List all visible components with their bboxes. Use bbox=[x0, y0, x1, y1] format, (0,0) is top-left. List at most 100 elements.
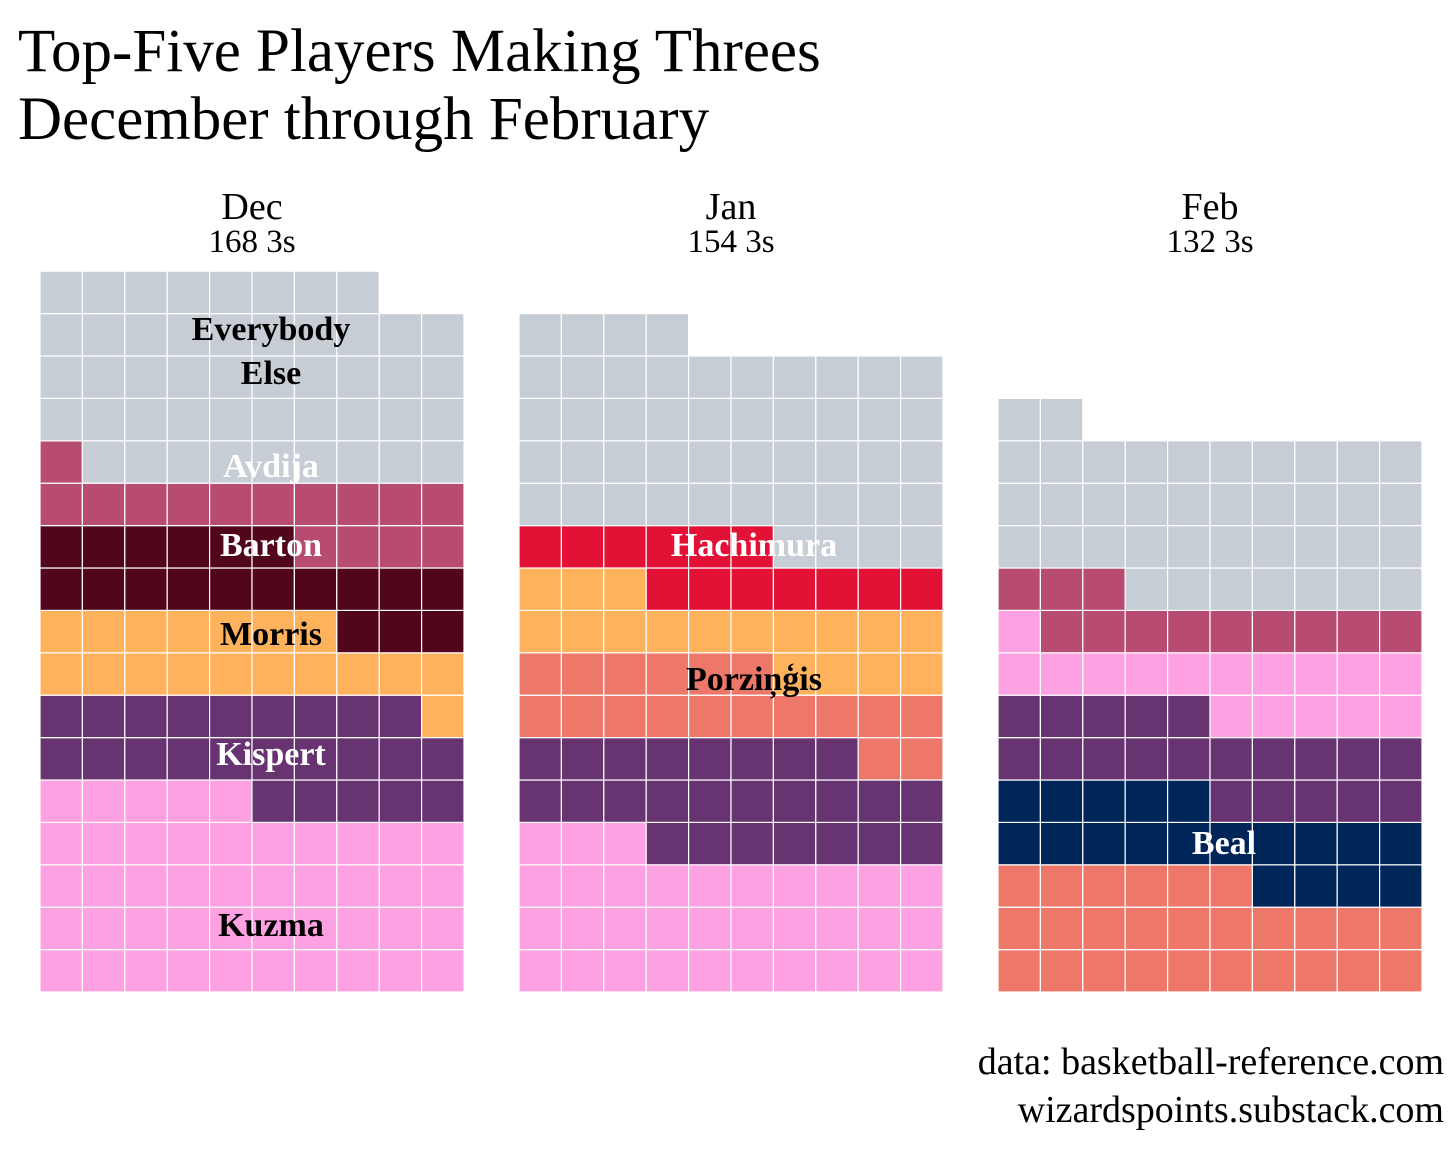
data-source-credit: data: basketball-reference.com bbox=[977, 1041, 1444, 1083]
waffle-cell-avdija bbox=[1209, 609, 1254, 654]
waffle-cell-morris bbox=[560, 567, 605, 612]
waffle-cell-everybody-else bbox=[899, 440, 944, 484]
waffle-cell-everybody-else bbox=[81, 270, 126, 315]
waffle-cell-everybody-else bbox=[124, 270, 168, 315]
waffle-cell-kuzma bbox=[124, 864, 168, 908]
waffle-cell-everybody-else bbox=[209, 440, 253, 484]
waffle-cell-morris bbox=[421, 652, 465, 696]
waffle-cell-everybody-else bbox=[124, 440, 168, 484]
waffle-cell-morris bbox=[857, 652, 902, 696]
waffle-cell-everybody-else bbox=[209, 270, 253, 315]
waffle-cell-barton bbox=[39, 524, 84, 569]
waffle-cell-porzingis bbox=[603, 652, 647, 696]
waffle-cell-everybody-else bbox=[857, 482, 902, 527]
segment-label-barton: Barton bbox=[220, 527, 322, 564]
waffle-cell-porzingis bbox=[772, 694, 817, 739]
waffle-cell-morris bbox=[645, 609, 690, 654]
waffle-cell-kuzma bbox=[518, 864, 563, 908]
waffle-cell-everybody-else bbox=[166, 397, 211, 442]
waffle-cell-everybody-else bbox=[815, 397, 859, 442]
month-label-feb: Feb bbox=[1181, 186, 1239, 228]
waffle-cell-kuzma bbox=[124, 779, 168, 824]
segment-label-everybody-else: Everybody Else bbox=[192, 311, 351, 392]
waffle-cell-barton bbox=[336, 609, 380, 654]
waffle-cell-kispert bbox=[166, 694, 211, 739]
waffle-cell-kuzma bbox=[336, 821, 380, 866]
waffle-cell-morris bbox=[687, 609, 732, 654]
waffle-cell-everybody-else bbox=[603, 440, 647, 484]
waffle-cell-kispert bbox=[687, 821, 732, 866]
total-label-dec: 168 3s bbox=[208, 224, 296, 260]
waffle-cell-kuzma bbox=[378, 906, 423, 951]
panel-header-jan: Jan 154 3s bbox=[519, 188, 943, 259]
waffle-cell-barton bbox=[421, 567, 465, 612]
waffle-cell-kispert bbox=[378, 779, 423, 824]
waffle-cell-morris bbox=[603, 567, 647, 612]
waffle-cell-avdija bbox=[124, 482, 168, 527]
waffle-cell-porzingis bbox=[1124, 948, 1169, 993]
waffle-cell-everybody-else bbox=[730, 482, 775, 527]
waffle-cell-everybody-else bbox=[518, 482, 563, 527]
waffle-cell-kispert bbox=[857, 779, 902, 824]
waffle-cell-kuzma bbox=[603, 864, 647, 908]
waffle-cell-everybody-else bbox=[1251, 524, 1296, 569]
waffle-cell-morris bbox=[81, 652, 126, 696]
waffle-cell-porzingis bbox=[997, 906, 1042, 951]
waffle-cell-everybody-else bbox=[1039, 397, 1084, 442]
waffle-cell-kuzma bbox=[899, 864, 944, 908]
waffle-cell-kuzma bbox=[39, 864, 84, 908]
waffle-cell-kuzma bbox=[421, 864, 465, 908]
waffle-cell-everybody-else bbox=[1251, 440, 1296, 484]
waffle-cell-everybody-else bbox=[336, 270, 380, 315]
waffle-cell-everybody-else bbox=[645, 397, 690, 442]
waffle-cell-everybody-else bbox=[421, 397, 465, 442]
waffle-cell-everybody-else bbox=[518, 355, 563, 400]
waffle-cell-kispert bbox=[39, 694, 84, 739]
waffle-cell-kuzma bbox=[251, 948, 296, 993]
waffle-cell-avdija bbox=[209, 482, 253, 527]
waffle-cell-morris bbox=[730, 609, 775, 654]
waffle-cell-everybody-else bbox=[1294, 524, 1338, 569]
waffle-cell-everybody-else bbox=[1209, 440, 1254, 484]
waffle-cell-barton bbox=[293, 567, 338, 612]
waffle-cell-barton bbox=[124, 567, 168, 612]
waffle-cell-everybody-else bbox=[687, 440, 732, 484]
waffle-cell-barton bbox=[166, 524, 211, 569]
waffle-cell-everybody-else bbox=[378, 355, 423, 400]
waffle-cell-hachimura bbox=[815, 567, 859, 612]
waffle-cell-avdija bbox=[81, 482, 126, 527]
waffle-cell-avdija bbox=[1082, 567, 1126, 612]
waffle-cell-morris bbox=[518, 609, 563, 654]
waffle-cell-avdija bbox=[1251, 609, 1296, 654]
waffle-cell-everybody-else bbox=[1294, 567, 1338, 612]
waffle-cell-kuzma bbox=[293, 864, 338, 908]
waffle-cell-kuzma bbox=[1251, 694, 1296, 739]
waffle-cell-kuzma bbox=[209, 821, 253, 866]
waffle-cell-hachimura bbox=[899, 567, 944, 612]
waffle-cell-beal bbox=[1124, 821, 1169, 866]
waffle-cell-everybody-else bbox=[1251, 567, 1296, 612]
waffle-cell-beal bbox=[1378, 821, 1423, 866]
segment-label-avdija: Avdija bbox=[223, 448, 319, 485]
waffle-cell-everybody-else bbox=[166, 355, 211, 400]
waffle-cell-everybody-else bbox=[1378, 440, 1423, 484]
waffle-cell-kuzma bbox=[730, 948, 775, 993]
waffle-cell-porzingis bbox=[1082, 948, 1126, 993]
waffle-cell-everybody-else bbox=[39, 355, 84, 400]
waffle-cell-kispert bbox=[336, 694, 380, 739]
waffle-cell-kuzma bbox=[209, 906, 253, 951]
waffle-cell-kispert bbox=[124, 736, 168, 781]
waffle-cell-everybody-else bbox=[378, 440, 423, 484]
waffle-cell-kispert bbox=[81, 694, 126, 739]
waffle-cell-kuzma bbox=[421, 906, 465, 951]
waffle-cell-porzingis bbox=[1039, 906, 1084, 951]
waffle-cell-kispert bbox=[1336, 779, 1381, 824]
waffle-cell-kuzma bbox=[39, 821, 84, 866]
waffle-cell-everybody-else bbox=[560, 313, 605, 357]
waffle-cell-barton bbox=[124, 524, 168, 569]
waffle-cell-kispert bbox=[421, 779, 465, 824]
waffle-cell-kispert bbox=[815, 736, 859, 781]
panel-header-feb: Feb 132 3s bbox=[998, 188, 1422, 259]
waffle-cell-kuzma bbox=[1336, 694, 1381, 739]
